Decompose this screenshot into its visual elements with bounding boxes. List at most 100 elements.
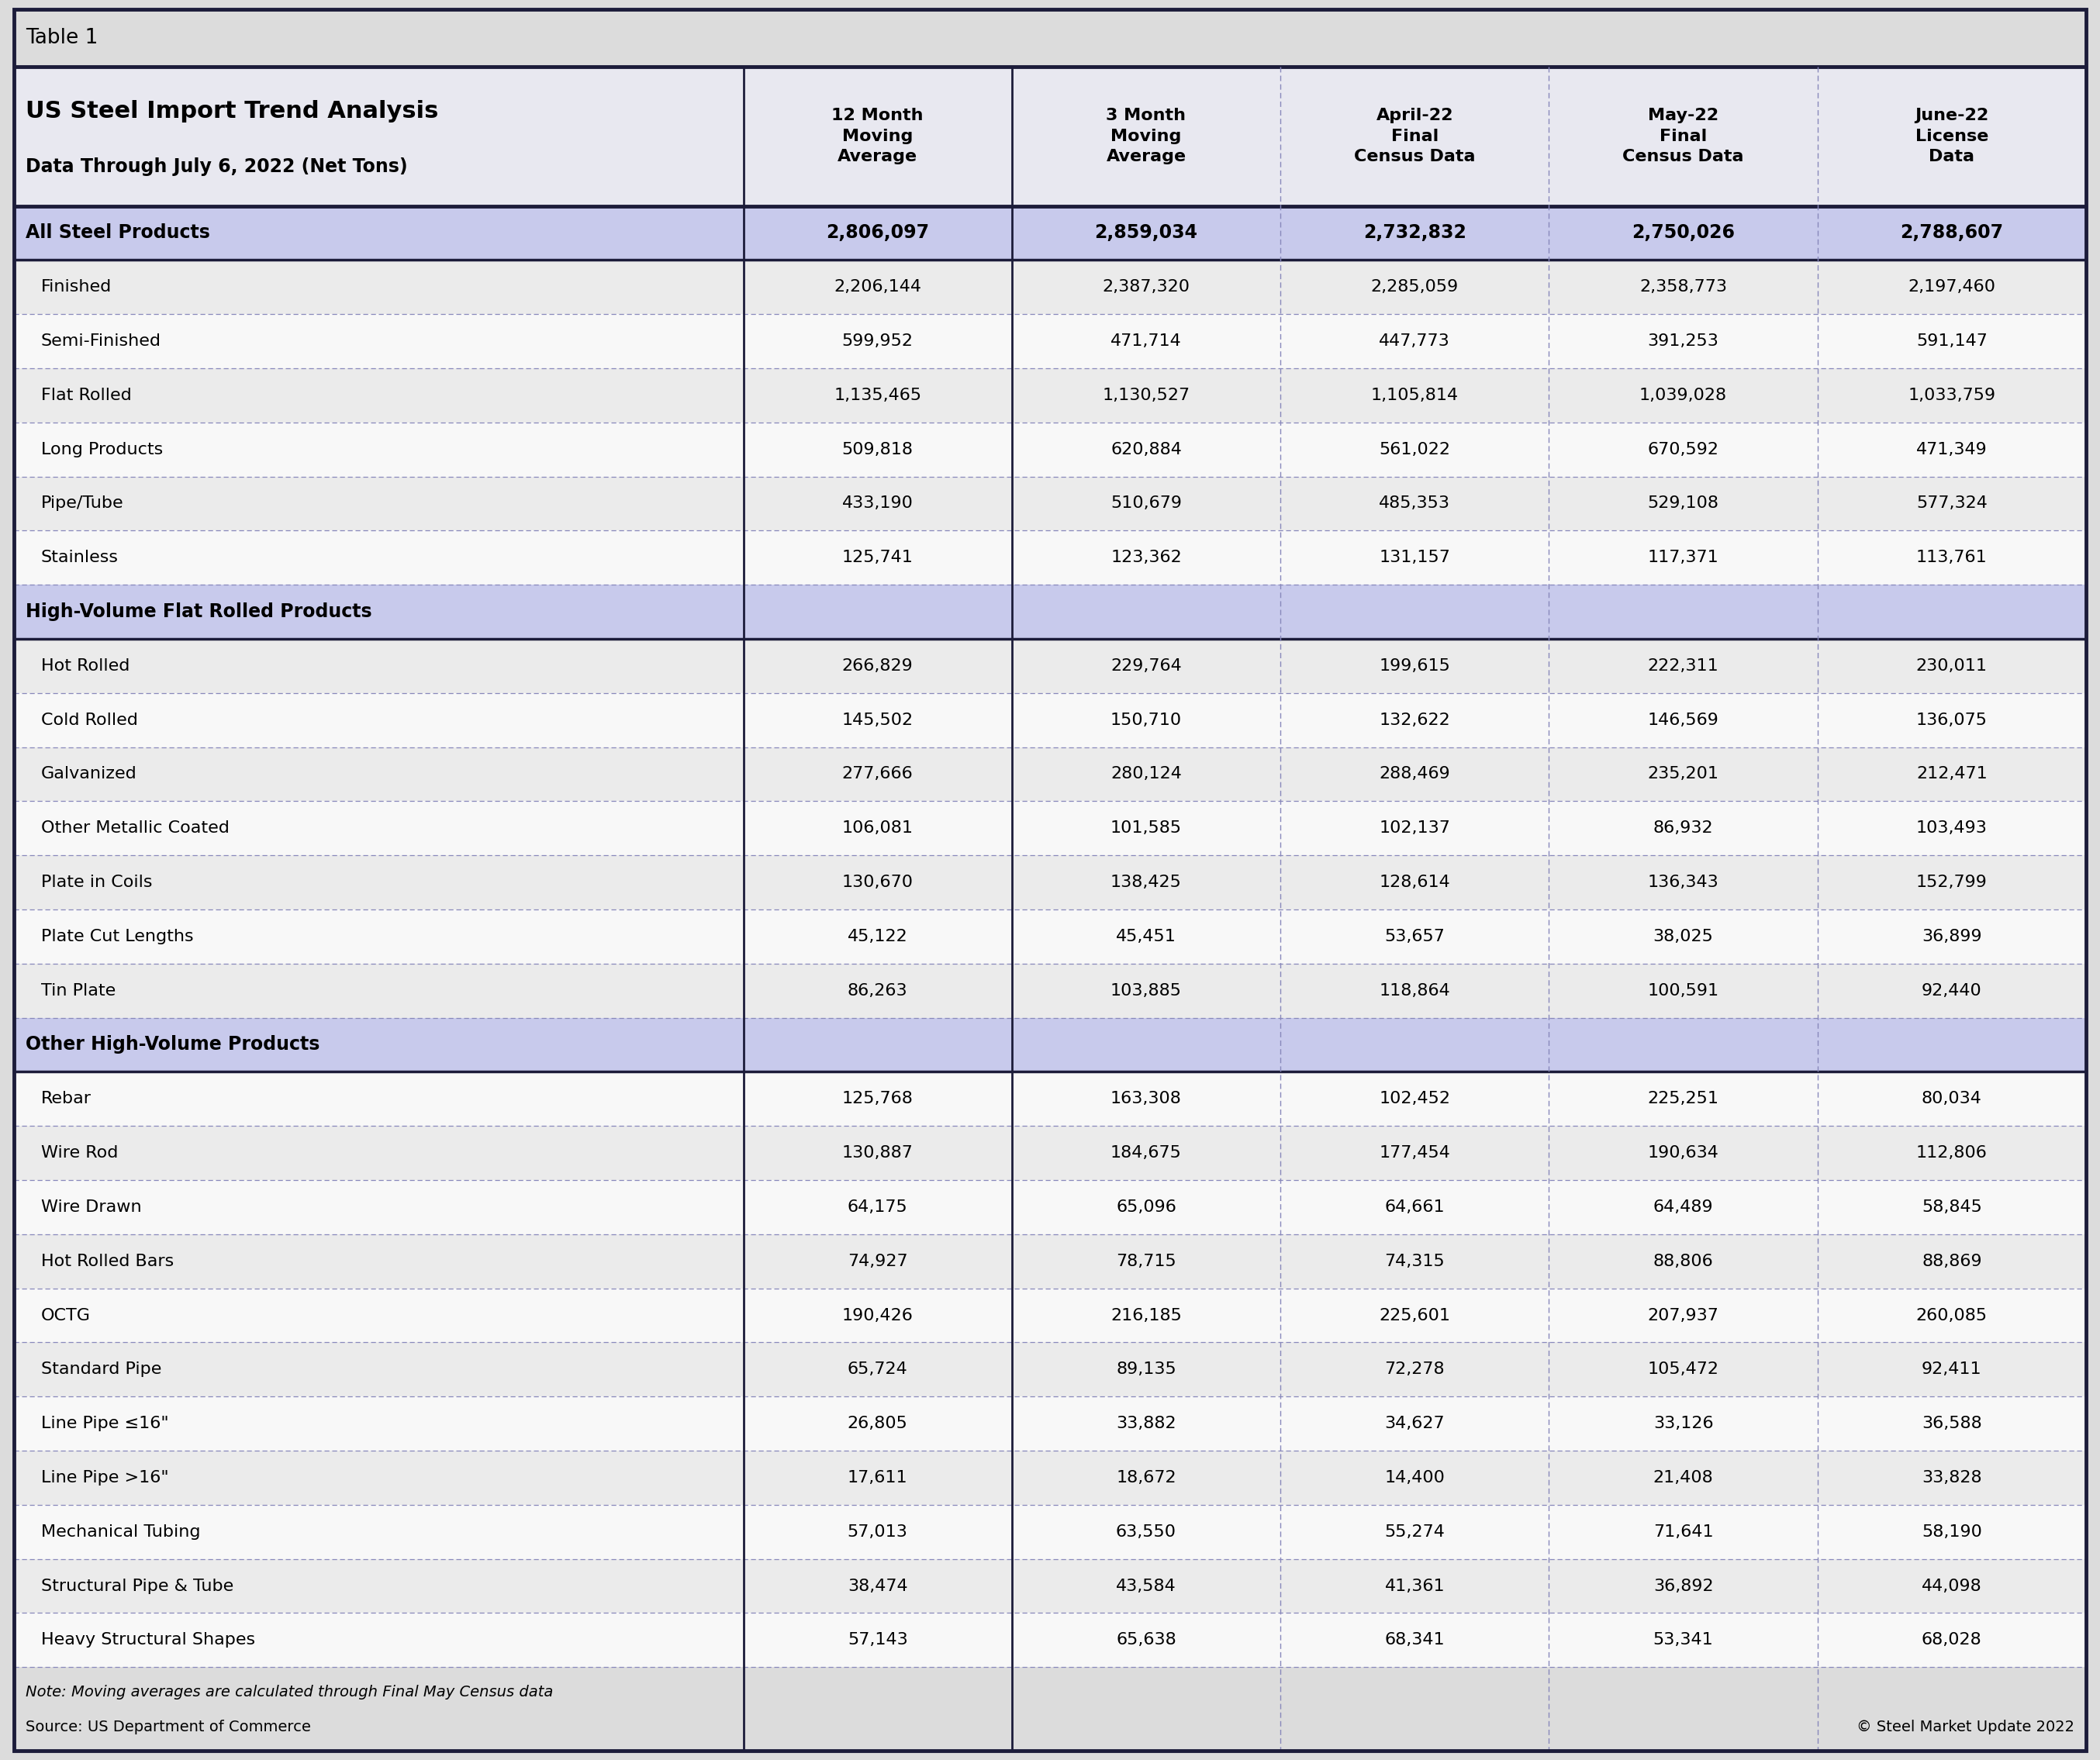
Text: Pipe/Tube: Pipe/Tube	[42, 496, 124, 512]
Text: Wire Rod: Wire Rod	[42, 1146, 118, 1162]
Text: 125,768: 125,768	[842, 1091, 914, 1107]
Text: 190,426: 190,426	[842, 1308, 914, 1324]
Text: 44,098: 44,098	[1922, 1579, 1982, 1595]
Bar	[15, 9, 2085, 67]
Text: 2,806,097: 2,806,097	[825, 224, 928, 243]
Bar	[15, 1234, 2085, 1288]
Text: 125,741: 125,741	[842, 549, 914, 565]
Bar	[15, 584, 2085, 639]
Text: 117,371: 117,371	[1648, 549, 1718, 565]
Bar	[15, 1072, 2085, 1126]
Text: 229,764: 229,764	[1111, 658, 1182, 674]
Text: 92,440: 92,440	[1922, 982, 1982, 998]
Bar	[15, 206, 2085, 260]
Bar	[15, 1612, 2085, 1667]
Text: US Steel Import Trend Analysis: US Steel Import Trend Analysis	[25, 100, 439, 123]
Text: Plate in Coils: Plate in Coils	[42, 875, 153, 891]
Bar	[15, 1179, 2085, 1234]
Text: 57,013: 57,013	[848, 1524, 907, 1540]
Text: 43,584: 43,584	[1115, 1579, 1176, 1595]
Text: 225,251: 225,251	[1648, 1091, 1720, 1107]
Text: 64,175: 64,175	[848, 1199, 907, 1214]
Bar	[15, 260, 2085, 313]
Text: 74,927: 74,927	[848, 1253, 907, 1269]
Text: 34,627: 34,627	[1384, 1415, 1445, 1431]
Text: 38,025: 38,025	[1653, 929, 1714, 945]
Bar	[15, 67, 2085, 206]
Text: 433,190: 433,190	[842, 496, 914, 512]
Bar	[15, 1559, 2085, 1612]
Text: 53,657: 53,657	[1384, 929, 1445, 945]
Bar	[15, 639, 2085, 693]
Text: Tin Plate: Tin Plate	[42, 982, 116, 998]
Text: 2,206,144: 2,206,144	[834, 280, 922, 296]
Text: 2,358,773: 2,358,773	[1640, 280, 1726, 296]
Text: 235,201: 235,201	[1648, 766, 1720, 781]
Text: Source: US Department of Commerce: Source: US Department of Commerce	[25, 1720, 311, 1735]
Text: 55,274: 55,274	[1384, 1524, 1445, 1540]
Text: Note: Moving averages are calculated through Final May Census data: Note: Moving averages are calculated thr…	[25, 1684, 552, 1700]
Bar	[15, 477, 2085, 530]
Text: 21,408: 21,408	[1653, 1470, 1714, 1485]
Text: 65,724: 65,724	[848, 1362, 907, 1378]
Text: 1,039,028: 1,039,028	[1640, 387, 1726, 403]
Text: 207,937: 207,937	[1648, 1308, 1720, 1324]
Text: 100,591: 100,591	[1648, 982, 1720, 998]
Text: 561,022: 561,022	[1380, 442, 1451, 458]
Text: 510,679: 510,679	[1111, 496, 1182, 512]
Text: 103,493: 103,493	[1915, 820, 1987, 836]
Text: 529,108: 529,108	[1648, 496, 1720, 512]
Text: 86,932: 86,932	[1653, 820, 1714, 836]
Text: Hot Rolled: Hot Rolled	[42, 658, 130, 674]
Text: High-Volume Flat Rolled Products: High-Volume Flat Rolled Products	[25, 602, 372, 621]
Text: Finished: Finished	[42, 280, 111, 296]
Text: 64,661: 64,661	[1384, 1199, 1445, 1214]
Text: 41,361: 41,361	[1384, 1579, 1445, 1595]
Text: 136,075: 136,075	[1915, 713, 1987, 729]
Text: 1,130,527: 1,130,527	[1102, 387, 1191, 403]
Text: 36,892: 36,892	[1653, 1579, 1714, 1595]
Text: 26,805: 26,805	[848, 1415, 907, 1431]
Bar	[15, 368, 2085, 422]
Text: 88,806: 88,806	[1653, 1253, 1714, 1269]
Bar	[15, 1288, 2085, 1343]
Text: 145,502: 145,502	[842, 713, 914, 729]
Text: Wire Drawn: Wire Drawn	[42, 1199, 141, 1214]
Bar	[15, 1343, 2085, 1396]
Text: 45,451: 45,451	[1115, 929, 1176, 945]
Bar	[15, 693, 2085, 746]
Text: 2,285,059: 2,285,059	[1371, 280, 1459, 296]
Text: 163,308: 163,308	[1111, 1091, 1182, 1107]
Bar	[15, 313, 2085, 368]
Text: Long Products: Long Products	[42, 442, 164, 458]
Text: 18,672: 18,672	[1115, 1470, 1176, 1485]
Text: 132,622: 132,622	[1380, 713, 1451, 729]
Text: 1,033,759: 1,033,759	[1909, 387, 1995, 403]
Text: 68,341: 68,341	[1384, 1632, 1445, 1647]
Text: 222,311: 222,311	[1648, 658, 1718, 674]
Text: 2,859,034: 2,859,034	[1094, 224, 1197, 243]
Text: 212,471: 212,471	[1915, 766, 1987, 781]
Text: 577,324: 577,324	[1915, 496, 1987, 512]
Text: 1,135,465: 1,135,465	[834, 387, 922, 403]
Text: 64,489: 64,489	[1653, 1199, 1714, 1214]
Text: 71,641: 71,641	[1653, 1524, 1714, 1540]
Text: 2,387,320: 2,387,320	[1102, 280, 1191, 296]
Bar	[15, 963, 2085, 1017]
Text: 102,137: 102,137	[1380, 820, 1451, 836]
Text: 14,400: 14,400	[1384, 1470, 1445, 1485]
Text: 146,569: 146,569	[1648, 713, 1720, 729]
Bar	[15, 422, 2085, 477]
Text: Standard Pipe: Standard Pipe	[42, 1362, 162, 1378]
Text: 86,263: 86,263	[848, 982, 907, 998]
Text: 471,349: 471,349	[1915, 442, 1987, 458]
Text: Semi-Finished: Semi-Finished	[42, 333, 162, 348]
Text: 102,452: 102,452	[1380, 1091, 1451, 1107]
Text: Other High-Volume Products: Other High-Volume Products	[25, 1035, 319, 1054]
Text: 36,588: 36,588	[1922, 1415, 1982, 1431]
Text: Plate Cut Lengths: Plate Cut Lengths	[42, 929, 193, 945]
Text: 184,675: 184,675	[1111, 1146, 1182, 1162]
Text: 216,185: 216,185	[1111, 1308, 1182, 1324]
Text: 150,710: 150,710	[1111, 713, 1182, 729]
Text: 1,105,814: 1,105,814	[1371, 387, 1459, 403]
